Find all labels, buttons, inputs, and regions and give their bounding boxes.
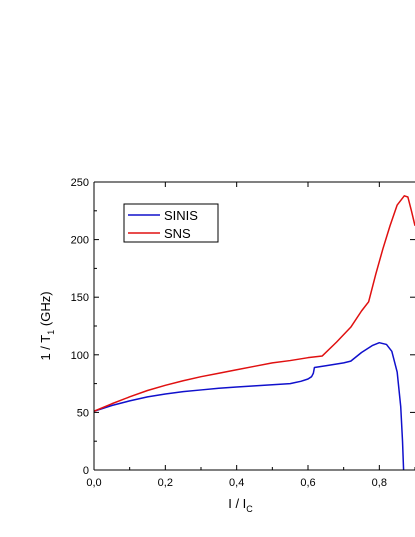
y-axis-title-unit: (GHz): [38, 291, 53, 329]
y-tick-label: 0: [83, 465, 89, 477]
x-axis-title-main: I / I: [228, 496, 246, 511]
y-axis-title: 1 / T1 (GHz): [38, 291, 56, 360]
x-axis-title-subscript: C: [246, 504, 253, 514]
x-axis-title: I / IC: [228, 496, 253, 514]
y-tick-label: 100: [71, 350, 89, 362]
x-tick-label: 0,2: [158, 477, 173, 489]
y-axis-title-main: 1 / T: [38, 335, 53, 361]
legend-label-sns: SNS: [164, 226, 191, 241]
series-line-sns: [94, 195, 415, 412]
y-axis-title-subscript: 1: [46, 330, 56, 335]
y-tick-label: 150: [71, 292, 89, 304]
x-tick-label: 0,4: [229, 477, 244, 489]
y-tick-label: 50: [77, 407, 89, 419]
x-tick-label: 0,8: [372, 477, 387, 489]
x-tick-label: 0,6: [300, 477, 315, 489]
legend-label-sinis: SINIS: [164, 208, 198, 223]
series-line-sinis: [94, 341, 405, 470]
y-tick-label: 200: [71, 235, 89, 247]
legend-box: [123, 203, 219, 243]
y-tick-label: 250: [71, 177, 89, 189]
x-tick-label: 0,0: [86, 477, 101, 489]
